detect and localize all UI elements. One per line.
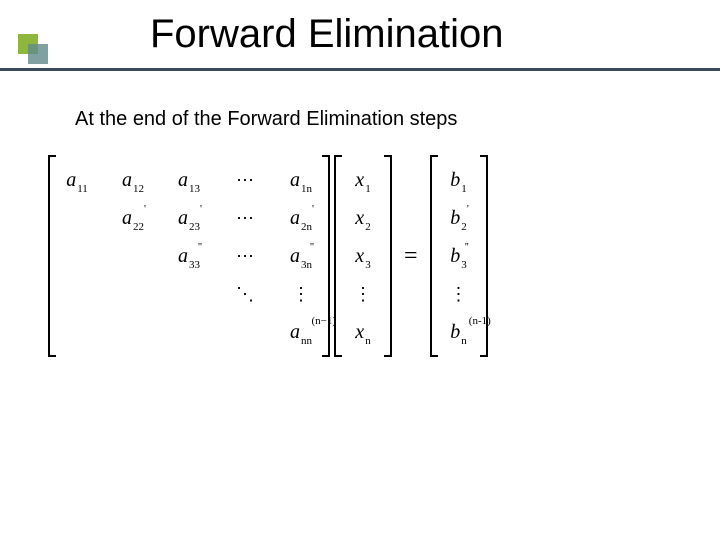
accent-decoration — [18, 34, 48, 64]
matrix-cell — [62, 275, 92, 313]
matrix-cell: ⋮ — [444, 275, 474, 313]
matrix-cell — [118, 237, 148, 275]
title-divider — [0, 68, 720, 71]
matrix-cell — [174, 313, 204, 351]
matrix-cell: bn(n-1) — [444, 313, 474, 351]
matrix-cell — [62, 199, 92, 237]
matrix-cell: b1 — [444, 161, 474, 199]
matrix-cell: a12 — [118, 161, 148, 199]
matrix-cell: ⋯ — [230, 161, 260, 199]
matrix-cell: a1n — [286, 161, 316, 199]
vector-x: x1x2x3⋮xn — [334, 155, 392, 357]
matrix-cell: ⋯ — [230, 237, 260, 275]
matrix-cell — [62, 313, 92, 351]
matrix-cell: a23' — [174, 199, 204, 237]
slide-header: Forward Elimination — [0, 0, 720, 95]
matrix-cell: a13 — [174, 161, 204, 199]
slide-subtitle: At the end of the Forward Elimination st… — [75, 108, 457, 131]
matrix-cell: xn — [348, 313, 378, 351]
matrix-equation: a11a12a13⋯a1n a22'a23'⋯a2n' a33''⋯a3n'' … — [48, 155, 488, 357]
matrix-cell: a33'' — [174, 237, 204, 275]
matrix-cell: ⋮ — [348, 275, 378, 313]
vector-b: b1b2'b3''⋮bn(n-1) — [430, 155, 488, 357]
matrix-cell: a3n'' — [286, 237, 316, 275]
matrix-cell: ⋮ — [286, 275, 316, 313]
matrix-cell: x3 — [348, 237, 378, 275]
matrix-cell: ⋯ — [230, 199, 260, 237]
slide-title: Forward Elimination — [150, 12, 503, 57]
matrix-cell: ann(n−1) — [286, 313, 316, 351]
matrix-cell — [118, 275, 148, 313]
equals-sign: = — [404, 243, 418, 270]
matrix-cell — [174, 275, 204, 313]
matrix-cell: b2' — [444, 199, 474, 237]
matrix-A: a11a12a13⋯a1n a22'a23'⋯a2n' a33''⋯a3n'' … — [48, 155, 330, 357]
matrix-cell: x2 — [348, 199, 378, 237]
matrix-cell — [62, 237, 92, 275]
matrix-cell: a11 — [62, 161, 92, 199]
matrix-cell — [118, 313, 148, 351]
matrix-cell: a2n' — [286, 199, 316, 237]
matrix-cell: b3'' — [444, 237, 474, 275]
matrix-cell: a22' — [118, 199, 148, 237]
matrix-cell — [230, 313, 260, 351]
matrix-cell: x1 — [348, 161, 378, 199]
matrix-cell: ⋱ — [230, 275, 260, 313]
